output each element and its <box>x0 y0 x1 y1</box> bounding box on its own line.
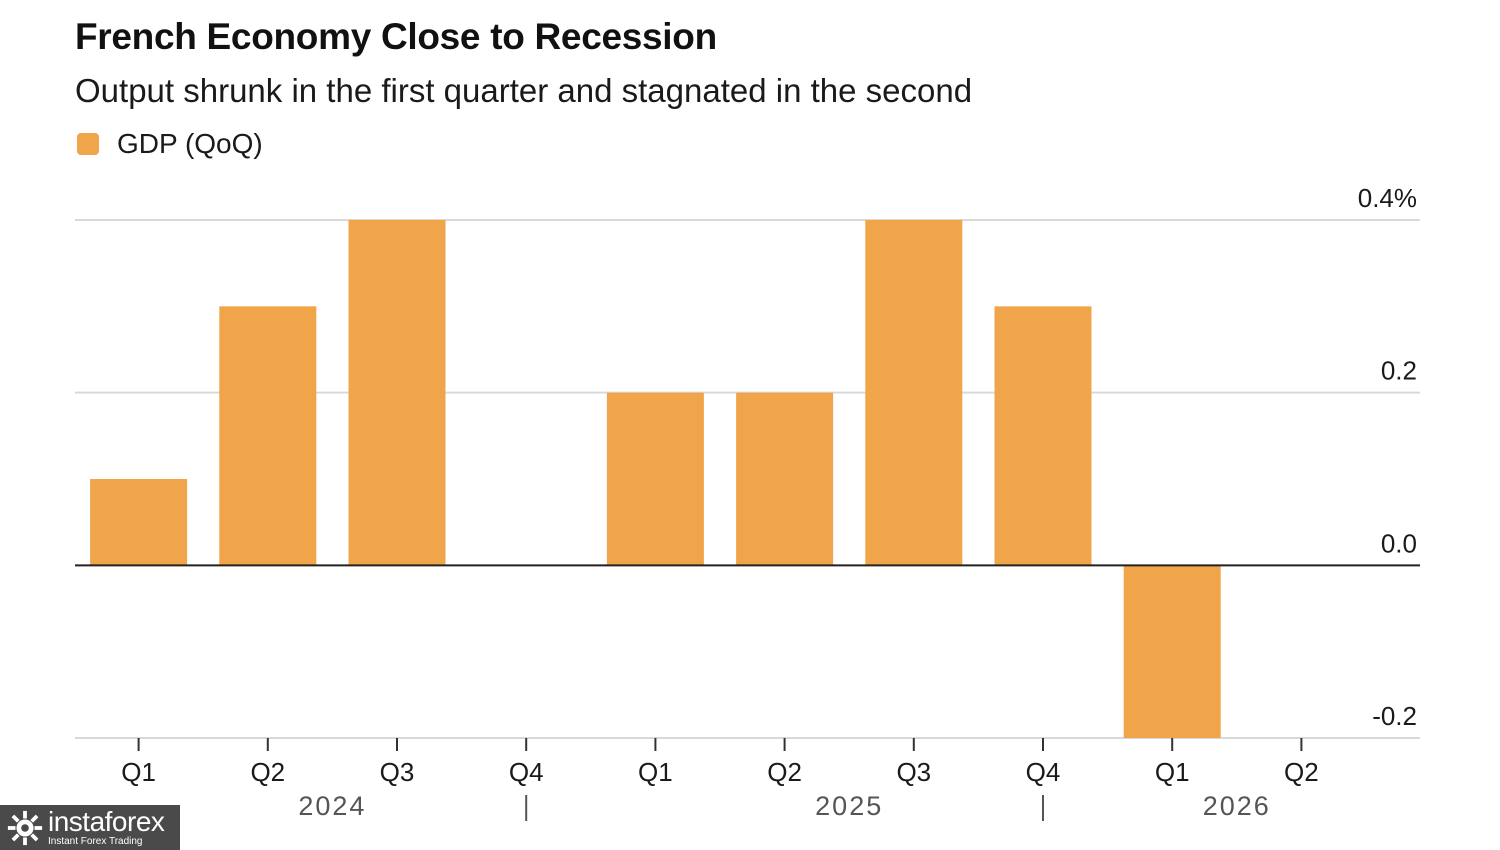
chart-legend: GDP (QoQ) <box>77 128 263 160</box>
x-tick-label: Q2 <box>1284 757 1319 787</box>
legend-swatch <box>77 133 99 155</box>
year-label: 2026 <box>1203 791 1271 821</box>
y-tick-label: 0.0 <box>1381 528 1417 558</box>
bar <box>994 306 1092 566</box>
x-tick-label: Q4 <box>1026 757 1061 787</box>
bar <box>865 220 963 566</box>
x-tick-label: Q3 <box>896 757 931 787</box>
x-tick-label: Q3 <box>380 757 415 787</box>
x-tick-label: Q2 <box>767 757 802 787</box>
bar <box>219 306 317 566</box>
bar <box>1123 565 1221 738</box>
x-tick-label: Q4 <box>509 757 544 787</box>
chart-title: French Economy Close to Recession <box>75 16 717 57</box>
y-tick-label: 0.2 <box>1381 356 1417 386</box>
x-tick-label: Q1 <box>1155 757 1190 787</box>
bar <box>90 479 188 566</box>
x-tick-label: Q2 <box>250 757 285 787</box>
bar <box>736 392 834 566</box>
year-label: 2025 <box>815 791 883 821</box>
bar <box>606 392 704 566</box>
chart-subtitle: Output shrunk in the first quarter and s… <box>75 72 973 109</box>
watermark-brand: instaforex <box>48 806 165 837</box>
x-tick-label: Q1 <box>121 757 156 787</box>
watermark-tagline: Instant Forex Trading <box>48 836 143 847</box>
bar <box>348 220 446 566</box>
y-tick-label: -0.2 <box>1372 701 1417 731</box>
year-label: 2024 <box>298 791 366 821</box>
legend-label: GDP (QoQ) <box>117 128 263 159</box>
instaforex-logo-icon <box>7 810 43 845</box>
x-tick-label: Q1 <box>638 757 673 787</box>
instaforex-watermark: instaforex Instant Forex Trading <box>0 805 180 850</box>
y-tick-label: 0.4% <box>1358 183 1417 213</box>
